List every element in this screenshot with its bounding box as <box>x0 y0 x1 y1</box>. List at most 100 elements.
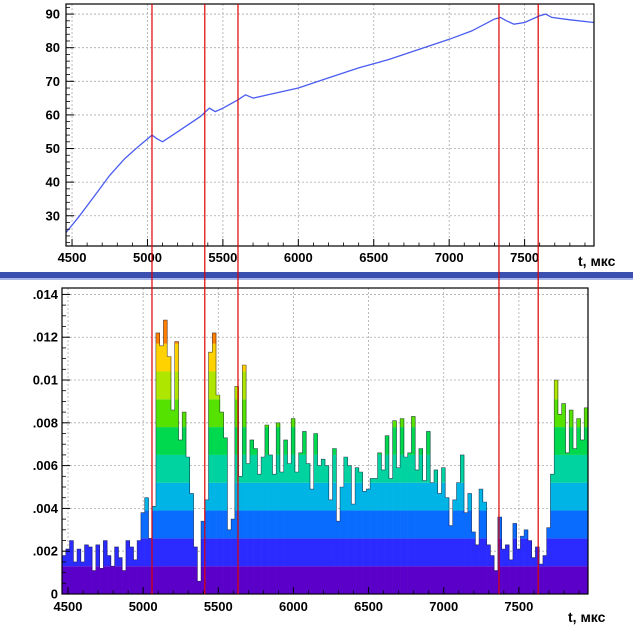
histogram-bar-segment <box>294 472 299 483</box>
histogram-bar-segment <box>433 469 439 483</box>
histogram-bar <box>317 465 322 594</box>
histogram-bar-segment <box>452 499 457 511</box>
histogram-bar-segment <box>407 452 412 455</box>
top-axes: 4500 5000 5500 6000 6500 7000 7500 30 40 50 60 70 80… <box>46 7 586 265</box>
histogram-bar <box>178 439 183 594</box>
histogram-bar-segment <box>163 538 168 567</box>
histogram-bar-segment <box>231 566 236 594</box>
histogram-bar-segment <box>118 557 123 567</box>
histogram-bar-segment <box>426 566 431 594</box>
histogram-bar-segment <box>373 482 378 511</box>
histogram-bar-segment <box>580 454 585 483</box>
histogram-bar <box>527 540 532 594</box>
histogram-bar-segment <box>456 482 461 511</box>
histogram-bar-segment <box>596 566 600 594</box>
histogram-bar <box>599 427 603 594</box>
histogram-bar-segment <box>253 538 258 567</box>
histogram-bar-segment <box>148 538 153 567</box>
histogram-bar-segment <box>216 427 221 455</box>
histogram-bar-segment <box>332 454 337 483</box>
histogram-bar-segment <box>155 454 160 483</box>
histogram-bar-segment <box>362 491 367 511</box>
histogram-bar-segment <box>238 482 243 511</box>
histogram-bar-segment <box>306 482 311 511</box>
histogram-bar-segment <box>110 566 115 594</box>
histogram-bar-segment <box>163 371 168 400</box>
histogram-bar-segment <box>332 482 337 511</box>
bottom-x-tick-label: 7000 <box>429 599 458 614</box>
histogram-bar-segment <box>223 566 228 594</box>
histogram-bar <box>231 519 236 594</box>
histogram-bar-segment <box>73 566 78 594</box>
top-series-group <box>66 13 594 234</box>
histogram-bar <box>148 538 153 594</box>
histogram-bar-segment <box>539 566 544 594</box>
histogram-bar <box>80 561 85 594</box>
histogram-bar-segment <box>167 538 172 567</box>
histogram-bar-segment <box>464 566 469 594</box>
histogram-bar-segment <box>204 538 209 567</box>
histogram-bar-segment <box>366 566 371 594</box>
histogram-bar-segment <box>238 566 243 594</box>
histogram-bar-segment <box>212 427 217 455</box>
histogram-bar-segment <box>276 510 281 539</box>
histogram-bar-segment <box>370 510 375 539</box>
histogram-bar <box>572 448 578 594</box>
histogram-bar-segment <box>448 566 454 594</box>
histogram-bar <box>185 457 191 594</box>
histogram-bar-segment <box>118 566 123 594</box>
histogram-bar-segment <box>366 538 371 567</box>
histogram-bar-segment <box>596 511 600 539</box>
histogram-bar-segment <box>377 454 382 483</box>
histogram-bar-segment <box>167 356 172 372</box>
histogram-bar-segment <box>204 510 209 539</box>
histogram-bar-segment <box>264 454 269 483</box>
bottom-y-tick-label: .012 <box>33 330 58 345</box>
histogram-bar-segment <box>418 510 423 539</box>
histogram-bar-segment <box>178 482 183 511</box>
histogram-bar-segment <box>219 566 224 594</box>
histogram-bar <box>430 482 435 594</box>
histogram-bar-segment <box>125 540 130 567</box>
histogram-bar-segment <box>193 566 198 594</box>
histogram-bar-segment <box>302 566 307 594</box>
histogram-bar-segment <box>370 566 375 594</box>
histogram-bar-segment <box>467 566 472 594</box>
histogram-bar-segment <box>287 463 292 483</box>
histogram-bar-segment <box>400 427 405 455</box>
histogram-bar-segment <box>272 566 277 594</box>
histogram-bar <box>174 341 179 594</box>
histogram-bar-segment <box>441 482 446 511</box>
histogram-bar-segment <box>298 538 303 567</box>
histogram-bar-segment <box>219 454 224 483</box>
histogram-bar-segment <box>592 399 596 427</box>
histogram-bar-segment <box>411 454 416 483</box>
histogram-bar-segment <box>88 546 93 567</box>
histogram-bar-segment <box>208 566 213 594</box>
histogram-bar-segment <box>257 474 262 483</box>
histogram-bar-segment <box>332 448 337 455</box>
histogram-bar-segment <box>576 566 581 594</box>
histogram-bar <box>422 480 427 594</box>
histogram-bar <box>261 457 266 594</box>
histogram-bar-segment <box>584 538 588 567</box>
histogram-bar-segment <box>167 427 172 455</box>
histogram-bar-segment <box>242 454 247 483</box>
histogram-bar-segment <box>355 510 360 539</box>
histogram-bar-segment <box>441 510 446 539</box>
histogram-bar-segment <box>569 482 574 511</box>
histogram-bar-segment <box>321 510 326 539</box>
histogram-bar-segment <box>219 427 224 455</box>
histogram-bar-segment <box>189 566 194 594</box>
histogram-bar-segment <box>137 566 142 594</box>
histogram-bar-segment <box>445 510 450 539</box>
histogram-bar-segment <box>313 482 318 511</box>
histogram-bar-segment <box>163 343 168 372</box>
histogram-bar <box>347 465 352 594</box>
histogram-bar-segment <box>246 566 251 594</box>
histogram-bar <box>388 478 393 594</box>
histogram-bar-segment <box>80 566 85 594</box>
histogram-bar <box>242 365 247 594</box>
histogram-bar <box>208 352 213 594</box>
top-x-tick-label: 6500 <box>359 250 388 265</box>
